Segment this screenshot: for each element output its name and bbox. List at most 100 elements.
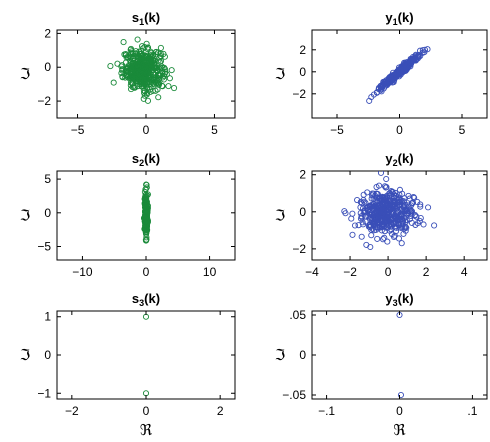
data-point xyxy=(417,201,424,208)
data-point xyxy=(387,75,394,82)
y-tick-label: −2 xyxy=(292,242,306,256)
data-point xyxy=(416,47,424,54)
data-point xyxy=(375,204,382,211)
x-tick-label: 0 xyxy=(143,404,150,418)
x-tick-label: 2 xyxy=(423,265,430,279)
data-point xyxy=(124,72,131,80)
y-tick-label: −1 xyxy=(37,386,51,400)
y-axis-label: ℑ xyxy=(275,346,285,364)
data-points xyxy=(107,36,178,104)
data-point xyxy=(402,218,409,226)
panel-title-suffix: (k) xyxy=(398,151,414,166)
x-tick-label: 5 xyxy=(459,123,466,137)
data-point xyxy=(391,232,398,239)
data-point xyxy=(373,209,381,216)
panel-title-base: s xyxy=(132,10,139,25)
data-point xyxy=(381,234,388,241)
data-point xyxy=(393,192,400,199)
y-axis-label: ℑ xyxy=(20,207,30,225)
data-point xyxy=(374,191,381,198)
data-point xyxy=(425,204,432,211)
data-point xyxy=(358,214,365,221)
data-point xyxy=(400,68,407,75)
panel-title-subscript: 1 xyxy=(139,17,144,27)
x-tick-label: −.1 xyxy=(318,404,335,418)
data-point xyxy=(398,68,405,75)
data-point xyxy=(142,227,149,234)
data-point xyxy=(142,212,149,219)
panel-y1: −5 0 5 −2 0 2 y1(k) ℑ xyxy=(275,10,488,137)
data-points xyxy=(341,171,438,251)
x-tick-label: −4 xyxy=(305,265,319,279)
data-point xyxy=(360,221,367,228)
data-point xyxy=(165,83,172,90)
data-point xyxy=(386,207,393,214)
data-point xyxy=(398,223,406,230)
data-point xyxy=(374,235,381,242)
data-point xyxy=(383,218,390,225)
x-tick-label: 2 xyxy=(217,404,224,418)
data-point xyxy=(160,76,167,83)
data-point xyxy=(143,200,150,207)
data-point xyxy=(400,208,407,215)
panel-title-base: y xyxy=(385,10,393,25)
data-point xyxy=(135,57,142,64)
y-tick-label: 1 xyxy=(44,310,51,324)
data-point xyxy=(134,36,141,43)
data-points xyxy=(366,46,431,104)
x-axis-label: ℜ xyxy=(140,421,153,439)
data-point xyxy=(388,209,395,216)
panel-title-suffix: (k) xyxy=(144,151,160,166)
data-point xyxy=(119,67,126,74)
x-tick-label: −2 xyxy=(343,265,357,279)
data-point xyxy=(159,64,166,71)
data-point xyxy=(349,231,356,238)
data-point xyxy=(386,203,393,210)
data-point xyxy=(131,84,138,91)
x-tick-label: 0 xyxy=(385,265,392,279)
panel-s3: −2 0 2 −1 0 1 s3(k) ℑ ℜ xyxy=(20,291,236,439)
data-point xyxy=(394,213,401,220)
data-point xyxy=(398,207,405,214)
data-point xyxy=(383,196,390,203)
data-point xyxy=(153,48,160,56)
data-point xyxy=(368,93,375,101)
data-point xyxy=(142,236,149,243)
data-point xyxy=(123,54,130,61)
data-point xyxy=(355,222,362,229)
data-point xyxy=(143,60,150,67)
data-point xyxy=(371,209,379,216)
data-point xyxy=(161,53,168,60)
data-point xyxy=(141,188,148,195)
data-point xyxy=(142,204,149,211)
data-point xyxy=(155,94,162,101)
data-point xyxy=(348,215,355,222)
data-point xyxy=(410,193,417,201)
data-point xyxy=(379,221,386,228)
data-point xyxy=(390,215,397,222)
plot-frame xyxy=(56,170,236,261)
data-point xyxy=(373,183,380,191)
data-point xyxy=(368,201,375,209)
panel-title-subscript: 2 xyxy=(139,158,144,168)
y-tick-label: 0 xyxy=(44,60,51,74)
y-tick-label: 0 xyxy=(299,348,306,362)
data-point xyxy=(361,198,368,205)
data-point xyxy=(412,53,419,60)
data-point xyxy=(146,86,154,93)
y-axis-label: ℑ xyxy=(20,346,30,364)
y-tick-label: −2 xyxy=(37,94,51,108)
data-point xyxy=(351,222,359,229)
y-tick-label: −5 xyxy=(37,240,51,254)
panel-title-base: y xyxy=(385,291,393,306)
data-point xyxy=(107,63,114,70)
y-tick-label: 2 xyxy=(299,43,306,57)
data-point xyxy=(362,213,370,220)
panel-title-subscript: 2 xyxy=(393,158,398,168)
data-point xyxy=(144,97,152,104)
data-point xyxy=(416,217,423,224)
plot-frame xyxy=(56,310,236,400)
x-tick-label: 0 xyxy=(143,265,150,279)
panel-title-base: s xyxy=(132,151,139,166)
data-point xyxy=(373,215,381,222)
